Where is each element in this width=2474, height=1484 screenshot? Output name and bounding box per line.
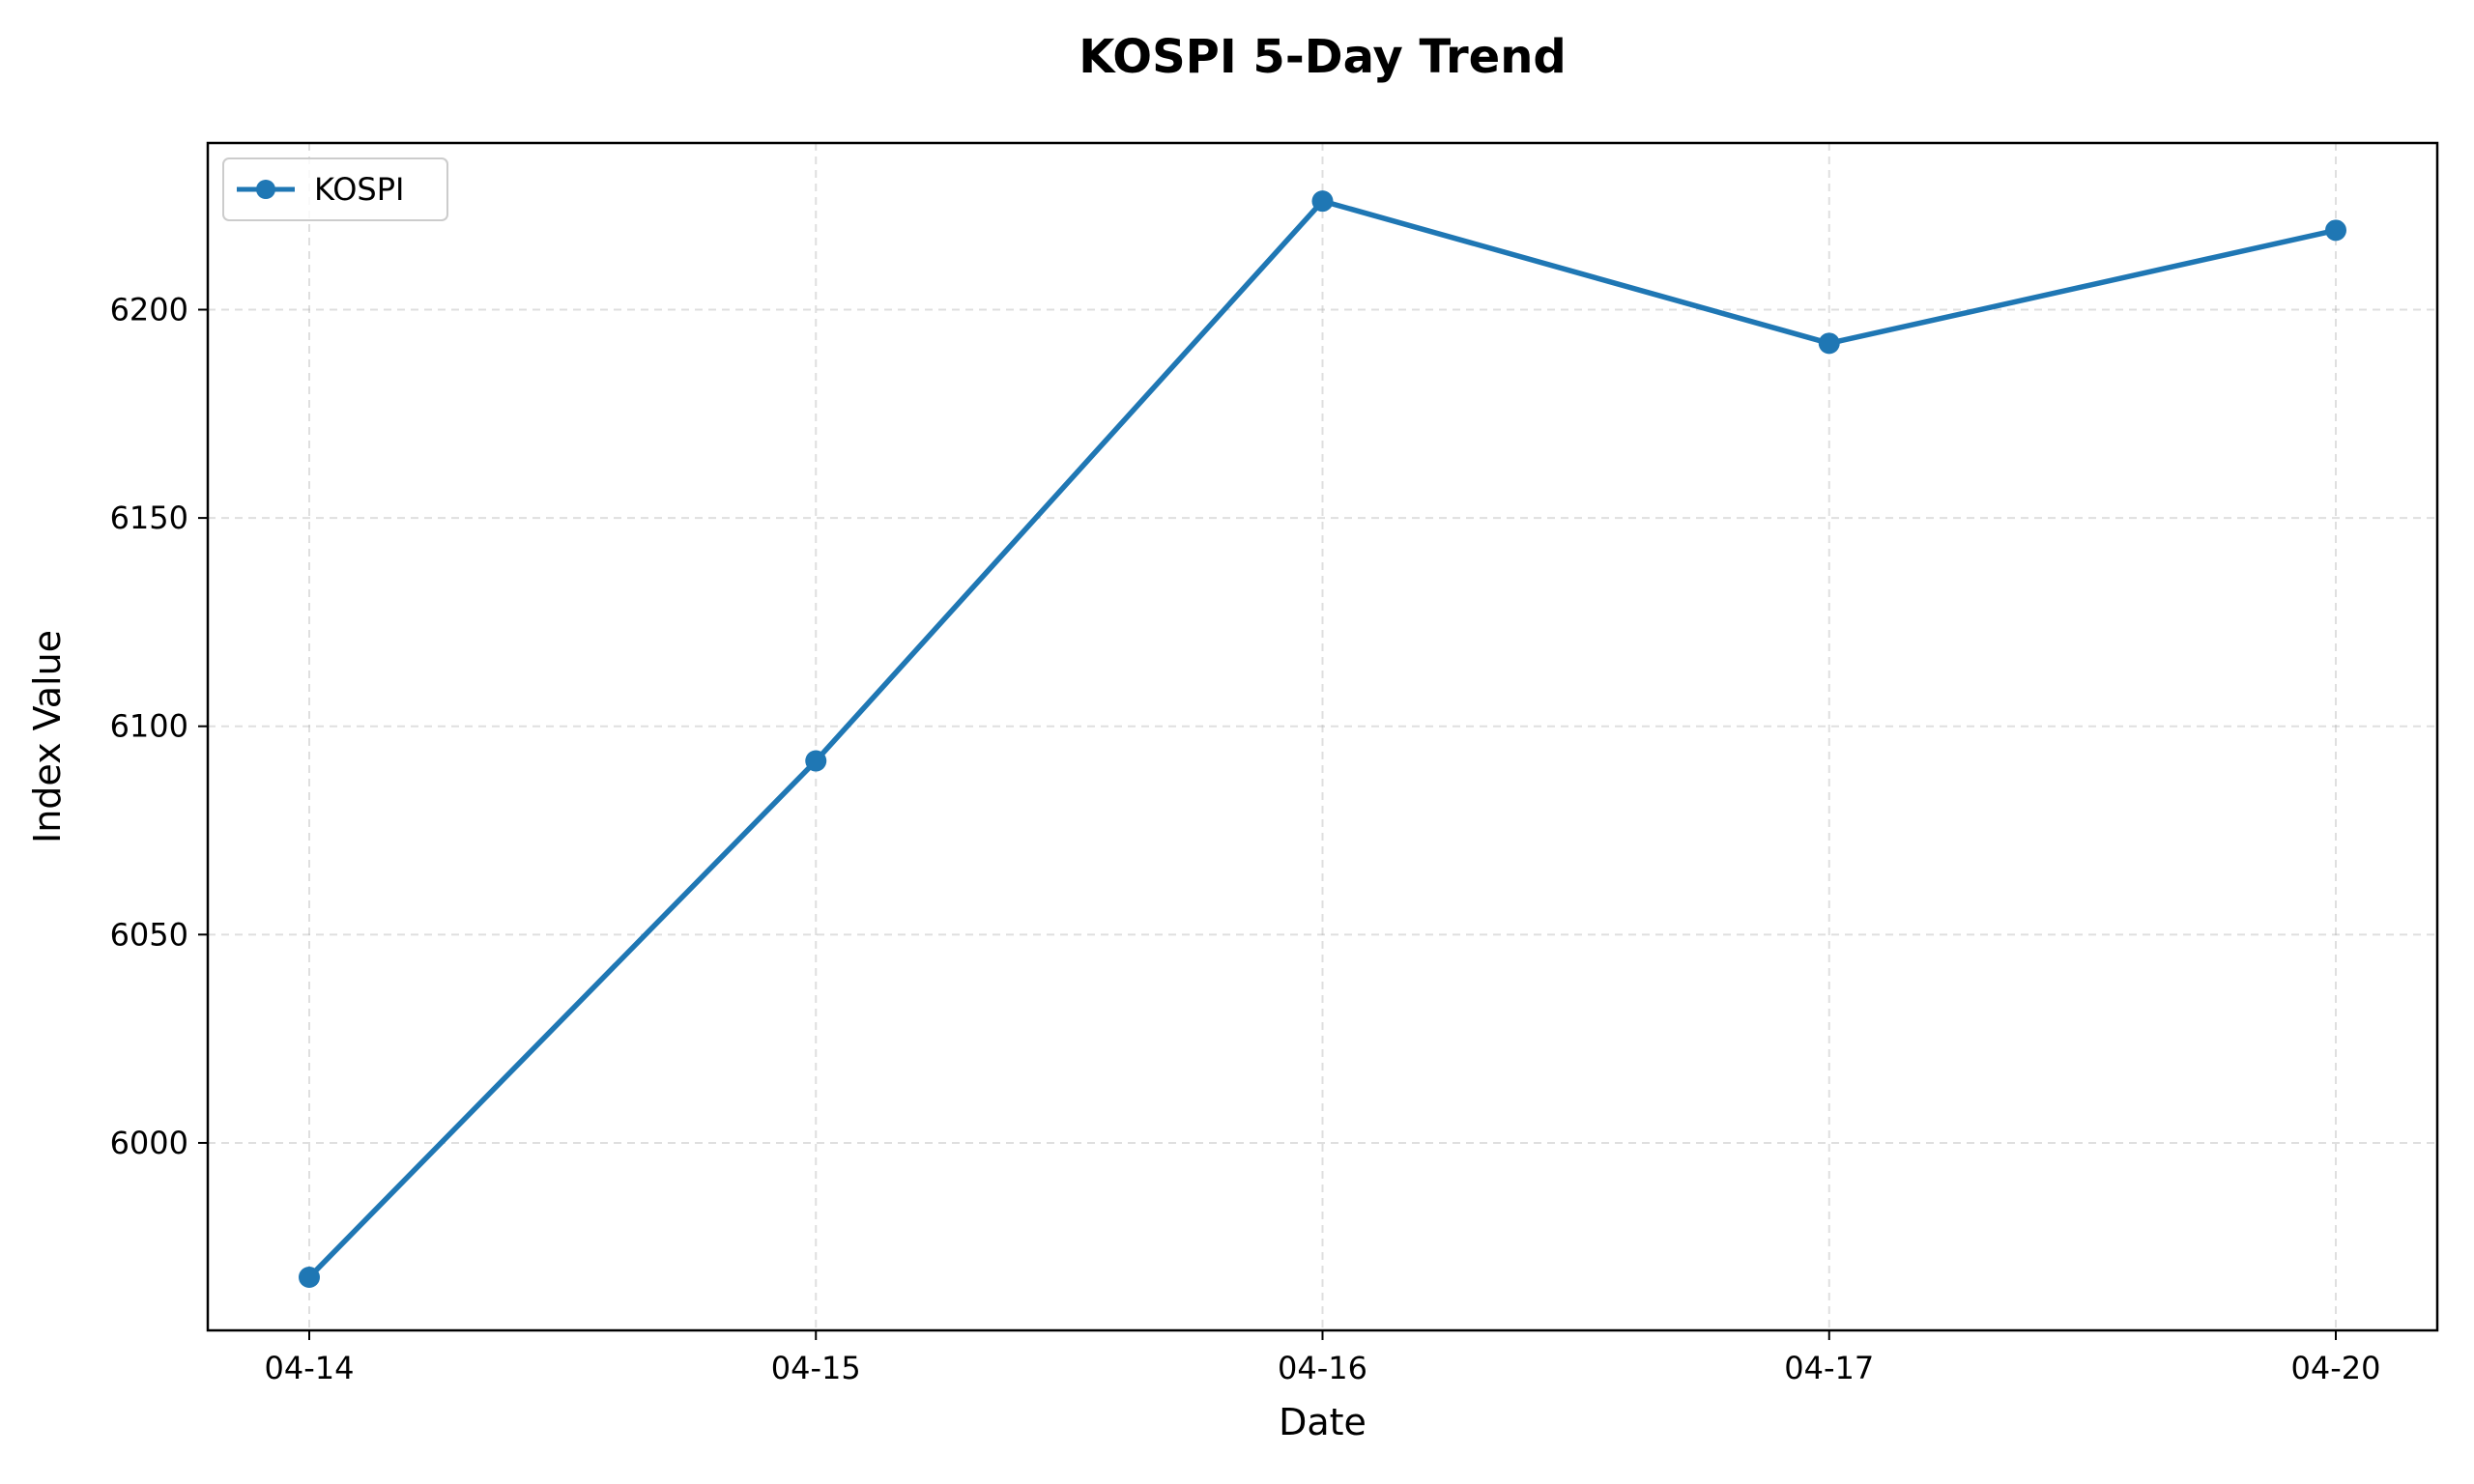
y-tick-label: 6050 [110,916,188,953]
data-point [299,1267,320,1289]
y-tick-label: 6150 [110,499,188,536]
legend-entry-label: KOSPI [314,171,404,208]
chart-title: KOSPI 5-Day Trend [1079,30,1566,84]
data-point [805,750,827,772]
y-tick-label: 6000 [110,1125,188,1161]
data-point [1311,190,1334,213]
y-tick-label: 6100 [110,708,188,745]
data-point [2325,219,2346,242]
x-tick-label: 04-16 [1278,1350,1367,1386]
axis-ticks: 04-14 04-15 04-16 04-17 04-20 6000 6050 6100 615… [110,291,2381,1386]
data-point [1818,332,1840,355]
x-axis-label: Date [1279,1401,1366,1443]
y-axis-label: Index Value [26,630,69,843]
x-tick-label: 04-17 [1784,1350,1874,1386]
legend: KOSPI [222,157,448,221]
y-tick-label: 6200 [110,291,188,328]
series-layer [299,190,2346,1289]
x-tick-label: 04-20 [2291,1350,2381,1386]
x-tick-label: 04-14 [265,1350,355,1386]
legend-box [222,157,448,221]
x-tick-label: 04-15 [771,1350,861,1386]
grid [208,143,2437,1330]
legend-marker-swatch [256,180,275,199]
